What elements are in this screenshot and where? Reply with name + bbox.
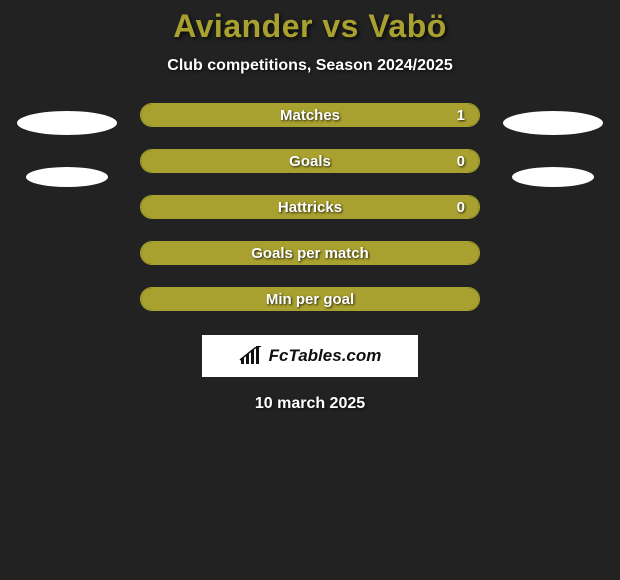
page-title: Aviander vs Vabö — [0, 8, 620, 45]
stats-area: Matches 1 Goals 0 Hattricks 0 Goals per … — [0, 103, 620, 311]
source-logo: FcTables.com — [202, 335, 418, 377]
stat-label: Goals — [141, 150, 479, 172]
card-root: Aviander vs Vabö Club competitions, Seas… — [0, 0, 620, 413]
stat-value: 1 — [457, 104, 465, 126]
stat-label: Hattricks — [141, 196, 479, 218]
stat-row-goals: Goals 0 — [140, 149, 480, 173]
stat-value: 0 — [457, 150, 465, 172]
stat-row-hattricks: Hattricks 0 — [140, 195, 480, 219]
stat-label: Min per goal — [141, 288, 479, 310]
subtitle: Club competitions, Season 2024/2025 — [0, 57, 620, 75]
avatar-placeholder — [503, 111, 603, 135]
avatar-placeholder — [17, 111, 117, 135]
avatar-placeholder — [512, 167, 594, 187]
stat-label: Goals per match — [141, 242, 479, 264]
stat-row-matches: Matches 1 — [140, 103, 480, 127]
stat-bars: Matches 1 Goals 0 Hattricks 0 Goals per … — [140, 103, 480, 311]
right-placeholder-col — [498, 103, 608, 187]
stat-label: Matches — [141, 104, 479, 126]
logo-text: FcTables.com — [269, 346, 382, 366]
left-placeholder-col — [12, 103, 122, 187]
stat-row-min-per-goal: Min per goal — [140, 287, 480, 311]
bar-chart-icon — [239, 346, 263, 366]
date-label: 10 march 2025 — [0, 395, 620, 413]
stat-row-goals-per-match: Goals per match — [140, 241, 480, 265]
avatar-placeholder — [26, 167, 108, 187]
stat-value: 0 — [457, 196, 465, 218]
